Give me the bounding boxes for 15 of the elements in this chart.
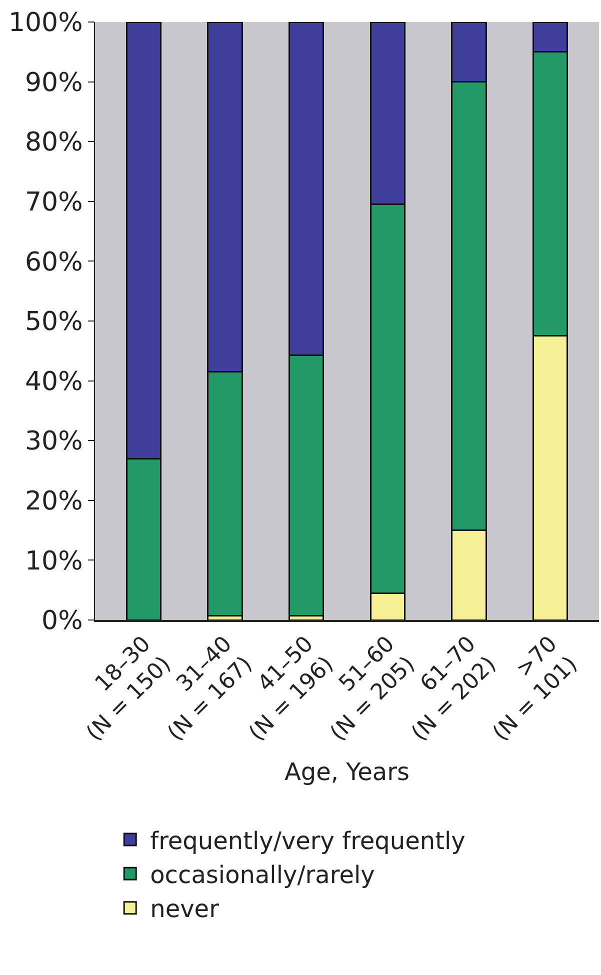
y-tick-label: 90% xyxy=(25,68,83,98)
y-tick-label: 20% xyxy=(25,486,83,516)
y-tick-label: 0% xyxy=(42,606,83,636)
y-tick-label: 80% xyxy=(25,128,83,158)
legend-label: frequently/very frequently xyxy=(150,826,466,855)
y-tick-label: 40% xyxy=(25,366,83,397)
y-tick-label: 30% xyxy=(25,426,83,457)
legend-label: never xyxy=(150,895,220,924)
y-tick-label: 70% xyxy=(25,188,83,218)
x-axis-title: Age, Years xyxy=(284,758,410,786)
y-tick-label: 10% xyxy=(25,546,83,576)
y-tick-label: 100% xyxy=(8,8,83,38)
y-tick-label: 50% xyxy=(25,307,83,338)
y-tick-label: 60% xyxy=(25,247,83,278)
legend-label: occasionally/rarely xyxy=(150,861,375,889)
